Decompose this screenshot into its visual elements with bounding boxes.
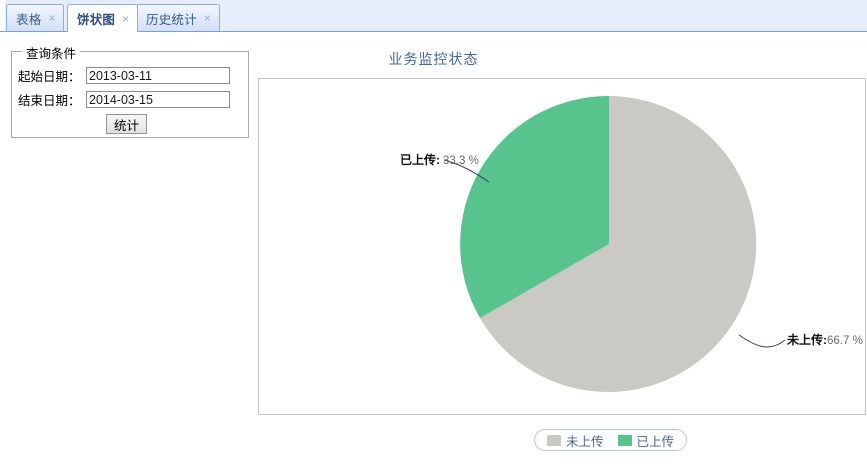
start-date-label: 起始日期： [18, 70, 81, 84]
tab-bar-left-gap [0, 0, 5, 31]
legend-item-unuploaded[interactable]: 未上传 [547, 431, 604, 450]
pie-slice-unuploaded[interactable] [480, 96, 757, 392]
legend-label-unuploaded: 未上传 [566, 434, 604, 449]
leader-line-unuploaded [738, 334, 786, 348]
tab-pie-chart-label: 饼状图 [77, 13, 116, 27]
legend-swatch-icon [617, 434, 632, 446]
legend-item-uploaded[interactable]: 已上传 [617, 431, 675, 450]
legend-label-uploaded: 已上传 [636, 434, 675, 449]
tab-bar: 表格 × 饼状图 × 历史统计 × [0, 0, 867, 32]
tab-pie-chart[interactable]: 饼状图 × [67, 4, 139, 32]
legend-swatch-icon [547, 434, 561, 446]
statistics-button[interactable]: 统计 [106, 114, 147, 134]
pie-slice-uploaded[interactable] [460, 95, 609, 318]
pie-label-unuploaded-value: 66.7 % [827, 335, 863, 347]
end-date-input[interactable] [86, 91, 230, 108]
query-conditions-title: 查询条件 [22, 43, 81, 62]
close-icon[interactable]: × [48, 11, 56, 25]
start-date-input[interactable] [86, 67, 230, 84]
start-date-row: 起始日期： [18, 66, 230, 85]
query-conditions-panel: 查询条件 起始日期： 结束日期： 统计 [11, 43, 249, 138]
pie-label-uploaded-value: 33.3 % [443, 155, 479, 167]
pie-chart: 已上传: 33.3 % 未上传: 66.7 % [400, 95, 863, 392]
end-date-label: 结束日期： [18, 94, 81, 108]
tab-table[interactable]: 表格 × [6, 4, 65, 31]
chart-legend: 未上传 已上传 [534, 429, 688, 451]
tab-history-stats-label: 历史统计 [146, 12, 197, 27]
close-icon[interactable]: × [203, 11, 211, 25]
leader-line-uploaded [443, 159, 490, 183]
close-icon[interactable]: × [122, 11, 130, 26]
tab-table-label: 表格 [16, 12, 42, 27]
tab-history-stats[interactable]: 历史统计 × [136, 4, 220, 31]
pie-label-uploaded-name: 已上传: [400, 152, 440, 167]
end-date-row: 结束日期： [18, 90, 230, 109]
pie-label-unuploaded-name: 未上传: [786, 332, 827, 347]
chart-title: 业务监控状态 [388, 51, 479, 67]
